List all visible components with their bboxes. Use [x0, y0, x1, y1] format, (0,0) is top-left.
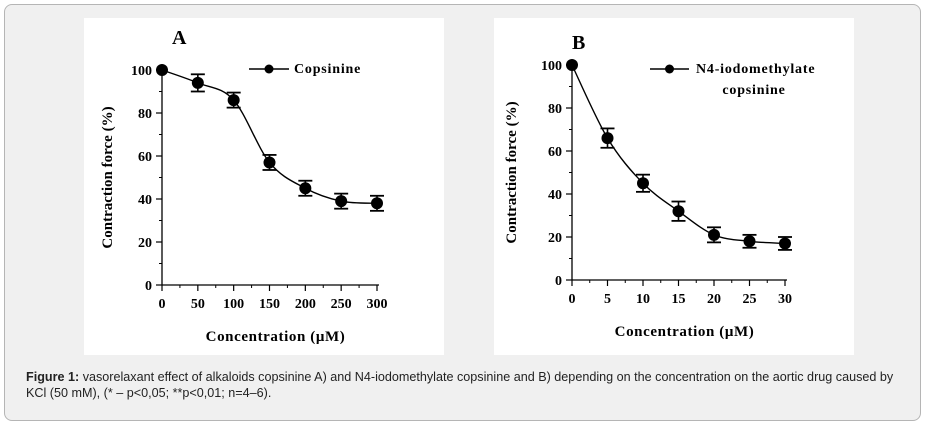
x-tick-label: 0: [569, 292, 576, 307]
data-point: [371, 197, 383, 210]
y-tick-label: 20: [138, 236, 152, 251]
legend-label: copsinine: [722, 83, 785, 98]
data-point: [601, 132, 614, 145]
legend-label: Copsinine: [294, 62, 361, 77]
x-tick-label: 100: [223, 297, 244, 312]
y-tick-label: 60: [548, 145, 562, 160]
x-tick-label: 150: [259, 297, 280, 312]
x-tick-label: 0: [159, 297, 166, 312]
legend-marker: [264, 64, 274, 74]
data-point: [156, 64, 168, 76]
data-point: [566, 59, 578, 71]
x-tick-label: 10: [636, 292, 650, 307]
data-point: [743, 235, 756, 248]
y-tick-label: 80: [138, 107, 152, 122]
data-point: [191, 76, 204, 89]
x-tick-label: 30: [778, 292, 792, 307]
y-tick-label: 100: [131, 64, 152, 79]
y-tick-label: 80: [548, 102, 562, 117]
x-tick-label: 15: [672, 292, 686, 307]
legend-marker: [665, 64, 674, 74]
x-tick-label: 20: [707, 292, 721, 307]
chart-b-svg: B 0 20 40 60 80 100 0 5 10 15 20 25 30 Concentration (…: [504, 32, 815, 340]
data-point: [335, 195, 348, 208]
data-point: [672, 205, 685, 218]
y-tick-label: 40: [548, 188, 562, 203]
data-point: [299, 182, 312, 195]
panel-letter: A: [172, 27, 187, 49]
data-point: [708, 228, 720, 241]
data-point: [263, 156, 276, 169]
figure-caption: Figure 1: vasorelaxant effect of alkaloi…: [26, 369, 896, 401]
data-point: [637, 177, 649, 190]
x-tick-label: 50: [191, 297, 205, 312]
x-tick-label: 5: [604, 292, 611, 307]
panel-letter: B: [572, 32, 585, 54]
y-tick-label: 0: [555, 274, 562, 289]
series-line: [161, 69, 378, 204]
chart-panel-a: A 0 20 40 60 80 100 0 50 100 150 200 250 300 Concentra…: [84, 18, 444, 355]
data-point: [779, 237, 791, 250]
data-point: [227, 94, 240, 107]
x-tick-label: 250: [331, 297, 352, 312]
chart-a-svg: A 0 20 40 60 80 100 0 50 100 150 200 250 300 Concentra…: [100, 27, 388, 345]
caption-text: vasorelaxant effect of alkaloids copsini…: [26, 370, 894, 400]
y-tick-label: 60: [138, 150, 152, 165]
y-tick-label: 0: [145, 279, 152, 294]
chart-panel-b: B 0 20 40 60 80 100 0 5 10 15 20 25 30 Concentration (…: [494, 18, 854, 355]
y-tick-label: 100: [541, 59, 562, 74]
y-tick-label: 40: [138, 193, 152, 208]
x-tick-label: 200: [295, 297, 316, 312]
x-tick-label: 25: [743, 292, 757, 307]
y-axis-label: Contraction force (%): [504, 101, 520, 243]
y-tick-label: 20: [548, 231, 562, 246]
x-tick-label: 300: [367, 297, 388, 312]
y-axis-label: Contraction force (%): [100, 106, 116, 248]
x-axis-label: Concentration (μM): [206, 329, 346, 345]
x-axis-label: Concentration (μM): [615, 324, 755, 340]
legend-label: N4-iodomethylate: [696, 62, 815, 77]
caption-label: Figure 1:: [26, 370, 80, 384]
